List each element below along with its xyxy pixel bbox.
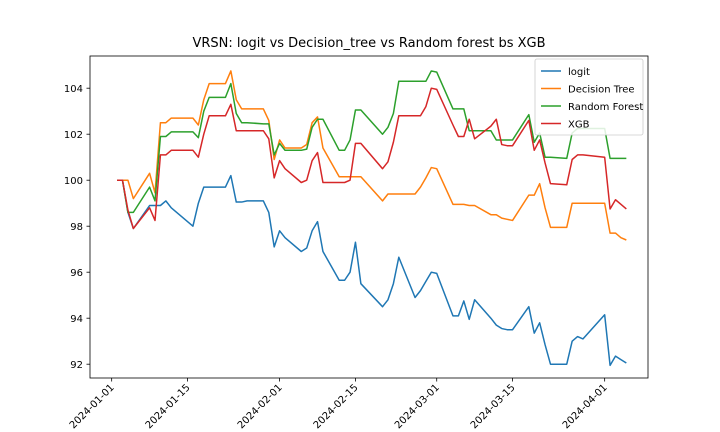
y-tick-label: 100 [64, 176, 83, 187]
legend-label: Decision Tree [568, 85, 635, 96]
y-tick-label: 96 [70, 268, 83, 279]
y-tick-label: 92 [70, 360, 83, 371]
x-tick-label: 2024-01-01 [68, 382, 117, 431]
y-tick-label: 94 [70, 314, 83, 325]
plot-frame [89, 55, 649, 379]
y-tick-label: 104 [64, 84, 83, 95]
legend-label: logit [568, 67, 590, 78]
legend-label: Random Forest [568, 102, 643, 113]
series-layer [117, 70, 627, 367]
x-tick-label: 2024-01-15 [144, 382, 193, 431]
series-line-decision-tree [117, 70, 627, 241]
series-line-xgb [117, 87, 627, 230]
x-tick-label: 2024-02-01 [236, 382, 285, 431]
legend: logit Decision Tree Random Forest XGB [534, 58, 644, 136]
series-line-logit [117, 174, 627, 367]
series-line-random-forest [117, 70, 627, 214]
y-tick-label: 102 [64, 130, 83, 141]
legend-box [534, 58, 644, 136]
x-tick-label: 2024-02-15 [312, 382, 361, 431]
x-tick-label: 2024-04-01 [561, 382, 610, 431]
legend-label: XGB [568, 120, 590, 131]
x-tick-label: 2024-03-15 [469, 382, 518, 431]
y-tick-label: 98 [70, 222, 83, 233]
chart-title: VRSN: logit vs Decision_tree vs Random f… [193, 36, 546, 51]
x-tick-label: 2024-03-01 [393, 382, 442, 431]
